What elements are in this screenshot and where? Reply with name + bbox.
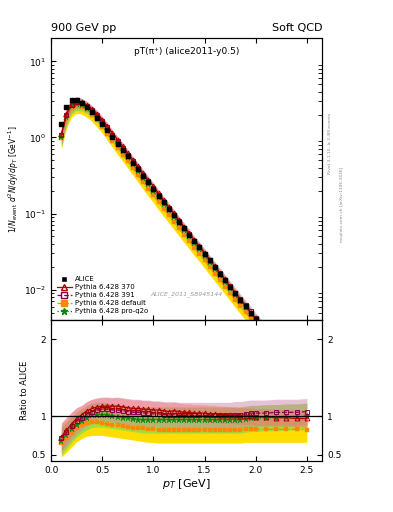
Point [202,250,208,258]
Point [294,362,300,371]
Point [176,218,182,226]
Point [114,139,121,147]
Point [165,205,172,213]
Point [145,178,151,186]
Point [160,198,167,206]
Point [79,99,85,107]
Point [140,172,146,180]
Point [242,302,249,310]
Point [186,230,193,239]
Point [237,295,244,304]
Legend: ALICE, Pythia 6.428 370, Pythia 6.428 391, Pythia 6.428 default, Pythia 6.428 pr: ALICE, Pythia 6.428 370, Pythia 6.428 39… [55,274,150,316]
Text: pT(π⁺) (alice2011-y0.5): pT(π⁺) (alice2011-y0.5) [134,47,239,56]
Y-axis label: $1/N_\mathrm{event}\ d^2N/dy/dp_T\ [\mathrm{GeV}^{-1}]$: $1/N_\mathrm{event}\ d^2N/dy/dp_T\ [\mat… [7,125,21,233]
Point [232,289,239,297]
Point [191,238,198,246]
Text: Rivet 3.1.10, ≥ 3.4M events: Rivet 3.1.10, ≥ 3.4M events [328,113,332,174]
Point [217,269,223,278]
Point [222,276,228,284]
Point [207,257,213,265]
Point [84,103,90,111]
Point [263,327,269,335]
Point [99,119,105,127]
X-axis label: $p_T\ [\mathrm{GeV}]$: $p_T\ [\mathrm{GeV}]$ [162,477,211,492]
Text: Soft QCD: Soft QCD [272,23,322,33]
Point [171,211,177,219]
Point [94,114,100,122]
Point [283,351,290,359]
Point [155,191,162,200]
Point [304,374,310,382]
Text: 900 GeV pp: 900 GeV pp [51,23,116,33]
Point [273,339,279,348]
Point [58,120,64,128]
Point [196,243,203,251]
Point [63,103,70,111]
Y-axis label: Ratio to ALICE: Ratio to ALICE [20,361,29,420]
Text: mcplots.cern.ch [arXiv:1306.3436]: mcplots.cern.ch [arXiv:1306.3436] [340,167,344,242]
Point [227,283,233,291]
Point [135,165,141,174]
Point [104,126,110,135]
Point [150,185,156,193]
Text: ALICE_2011_S8945144: ALICE_2011_S8945144 [151,292,223,297]
Point [248,309,254,317]
Point [253,315,259,323]
Point [125,153,131,161]
Point [212,263,218,271]
Point [109,133,116,141]
Point [89,108,95,116]
Point [68,96,75,104]
Point [130,159,136,167]
Point [181,224,187,232]
Point [119,146,126,154]
Point [73,96,80,104]
